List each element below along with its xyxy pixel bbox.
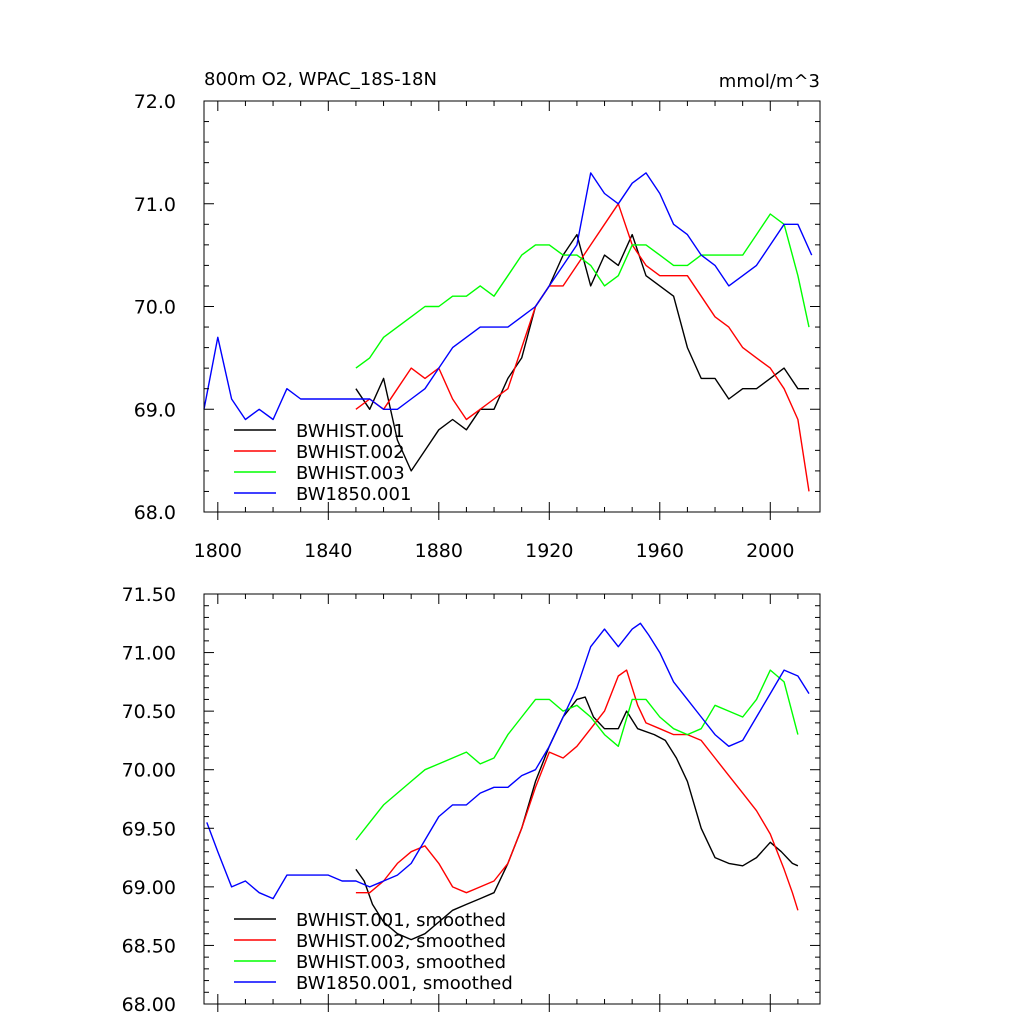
- series-line-1-2: [355, 669, 799, 841]
- legend-label: BWHIST.001: [296, 421, 405, 442]
- series-line-0-2: [355, 213, 810, 369]
- x-tick-label: 1960: [636, 540, 684, 562]
- chart-units: mmol/m^3: [719, 71, 820, 92]
- y-tick-label: 68.00: [122, 994, 176, 1016]
- y-tick-label: 70.50: [122, 701, 176, 723]
- y-tick-label: 71.00: [122, 643, 176, 665]
- series-line-0-3: [203, 172, 813, 421]
- y-tick-label: 71.0: [134, 194, 176, 216]
- x-tick-label: 2000: [746, 540, 794, 562]
- top-panel: 68.0 69.0 70.0 71.0 72.0 1800 1840 1880 1920 1960…: [134, 91, 821, 562]
- bottom-panel: 68.00 68.50 69.00 69.50 70.00 70.50 71.00 71.50…: [122, 584, 821, 1016]
- y-tick-label: 68.0: [134, 502, 176, 524]
- y-tick-label: 68.50: [122, 935, 176, 957]
- y-tick-label: 69.50: [122, 818, 176, 840]
- x-tick-label: 1840: [304, 540, 352, 562]
- series-line-1-0: [355, 696, 799, 941]
- y-tick-label: 69.0: [134, 399, 176, 421]
- series-line-1-3: [206, 622, 810, 900]
- y-tick-label: 70.00: [122, 760, 176, 782]
- y-tick-label: 71.50: [122, 584, 176, 606]
- x-tick-label: 1800: [194, 540, 242, 562]
- x-tick-label: 1880: [415, 540, 463, 562]
- legend-label: BWHIST.001, smoothed: [296, 910, 506, 931]
- legend-label: BWHIST.002, smoothed: [296, 931, 506, 952]
- legend-label: BW1850.001, smoothed: [296, 973, 513, 994]
- series-line-0-0: [355, 233, 809, 472]
- y-tick-label: 69.00: [122, 877, 176, 899]
- legend-label: BWHIST.002: [296, 442, 405, 463]
- chart-title: 800m O2, WPAC_18S-18N: [204, 69, 437, 90]
- y-tick-label: 70.0: [134, 297, 176, 319]
- y-tick-label: 72.0: [134, 91, 176, 113]
- plot-frame: [203, 593, 821, 1005]
- series-line-0-1: [355, 203, 810, 492]
- legend-label: BWHIST.003, smoothed: [296, 952, 506, 973]
- x-tick-label: 1920: [525, 540, 573, 562]
- series-line-1-1: [355, 669, 799, 911]
- legend-label: BWHIST.003: [296, 463, 405, 484]
- legend-label: BW1850.001: [296, 484, 411, 505]
